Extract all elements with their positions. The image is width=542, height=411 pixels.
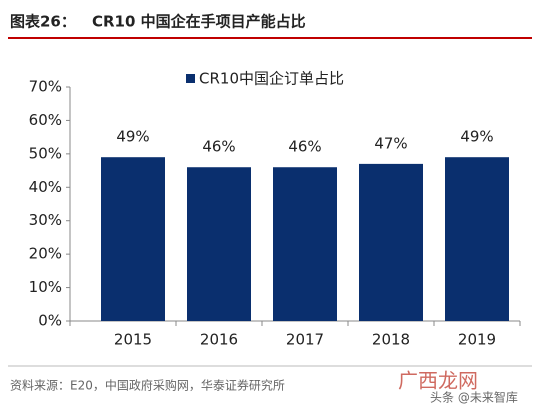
bar xyxy=(359,163,423,321)
value-label: 49% xyxy=(116,128,149,146)
value-label: 46% xyxy=(288,138,321,156)
y-tick-label: 0% xyxy=(38,312,62,330)
x-tick-label: 2015 xyxy=(114,331,152,349)
x-tick-label: 2019 xyxy=(458,331,496,349)
legend-swatch xyxy=(186,74,195,83)
y-tick-label: 70% xyxy=(29,78,62,96)
bar xyxy=(273,167,337,321)
y-tick-label: 60% xyxy=(29,111,62,129)
x-tick-label: 2018 xyxy=(372,331,410,349)
y-tick-label: 10% xyxy=(29,278,62,296)
watermark: 广西龙网 xyxy=(398,369,478,393)
value-label: 46% xyxy=(202,138,235,156)
figure-label: 图表26： xyxy=(10,13,76,31)
value-label: 49% xyxy=(460,128,493,146)
bar xyxy=(445,157,509,321)
x-tick-label: 2016 xyxy=(200,331,238,349)
legend-label: CR10中国企订单占比 xyxy=(199,70,344,88)
y-tick-label: 20% xyxy=(29,245,62,263)
chart-title: CR10 中国企在手项目产能占比 xyxy=(92,13,306,31)
source: 资料来源：E20，中国政府采购网，华泰证券研究所 xyxy=(10,378,285,393)
watermark: 头条 @未来智库 xyxy=(430,390,518,405)
value-label: 47% xyxy=(374,134,407,152)
y-tick-label: 50% xyxy=(29,144,62,162)
x-tick-label: 2017 xyxy=(286,331,324,349)
bar xyxy=(101,157,165,321)
bar xyxy=(187,167,251,321)
y-tick-label: 40% xyxy=(29,178,62,196)
y-tick-label: 30% xyxy=(29,211,62,229)
